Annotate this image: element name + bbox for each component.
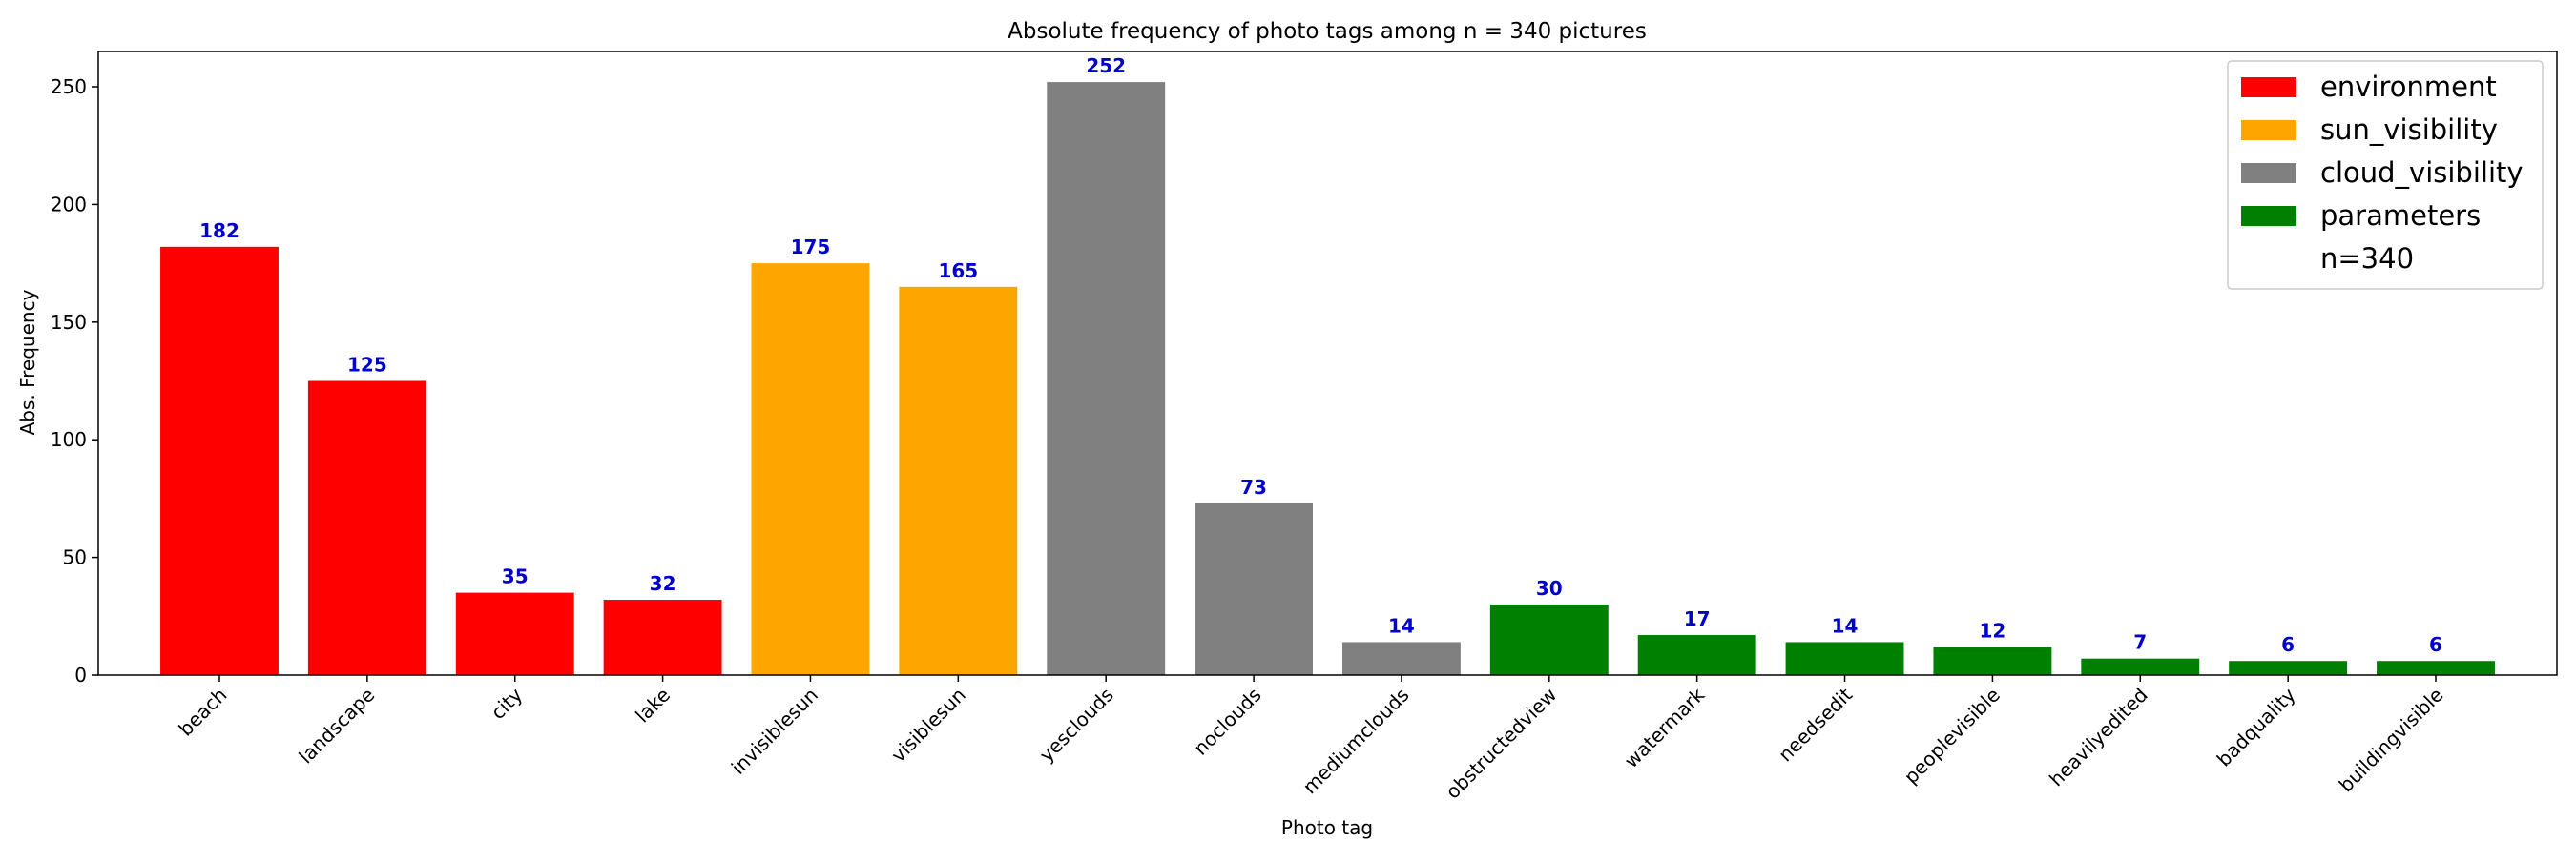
- x-tick-label-noclouds: noclouds: [1189, 684, 1265, 760]
- x-tick-label-landscape: landscape: [294, 684, 379, 769]
- bar-landscape: [307, 380, 426, 675]
- legend-swatch-cloud_visibility: [2241, 163, 2296, 183]
- bar-value-label-heavilyedited: 7: [2133, 631, 2147, 654]
- x-tick-label-yesclouds: yesclouds: [1035, 684, 1118, 767]
- bar-value-label-watermark: 17: [1684, 607, 1711, 630]
- plot-frame: [97, 51, 2558, 676]
- x-tick-label-visiblesun: visiblesun: [886, 684, 969, 767]
- bar-needsedit: [1785, 642, 1904, 675]
- x-tick-label-mediumclouds: mediumclouds: [1298, 684, 1414, 799]
- bar-value-label-mediumclouds: 14: [1388, 614, 1415, 637]
- axes-layer: 0 50 100 150 200 250 beach landscape city lake inv…: [51, 51, 2558, 804]
- y-tick-label: 100: [51, 428, 87, 451]
- x-tick-label-peoplevisible: peoplevisible: [1900, 684, 2005, 789]
- bar-obstructedview: [1489, 604, 1609, 675]
- bar-value-label-city: 35: [502, 565, 529, 588]
- x-tick-label-needsedit: needsedit: [1774, 683, 1857, 766]
- legend-label-environment: environment: [2320, 71, 2497, 103]
- bar-visiblesun: [899, 286, 1018, 675]
- x-tick-label-city: city: [487, 683, 528, 724]
- x-tick-label-lake: lake: [631, 684, 675, 728]
- y-tick-label: 250: [51, 75, 87, 98]
- x-tick-label-buildingvisible: buildingvisible: [2335, 684, 2448, 797]
- bar-value-label-noclouds: 73: [1240, 476, 1267, 499]
- legend-label-sun_visibility: sun_visibility: [2320, 113, 2498, 146]
- chart-title: Absolute frequency of photo tags among n…: [1008, 19, 1647, 44]
- bar-mediumclouds: [1341, 642, 1461, 675]
- legend: environment sun_visibility cloud_visibilit…: [2227, 60, 2544, 290]
- bar-buildingvisible: [2377, 661, 2495, 675]
- bar-value-label-peoplevisible: 12: [1979, 619, 2005, 642]
- bar-badquality: [2229, 661, 2348, 675]
- legend-label-n=340: n=340: [2320, 242, 2414, 275]
- legend-label-cloud_visibility: cloud_visibility: [2320, 156, 2524, 189]
- bars-layer: 182 125 35 32 175 165 252 73 14 30 17 14 12 7 6 6: [160, 54, 2495, 676]
- legend-swatch-environment: [2241, 77, 2296, 97]
- bar-city: [455, 592, 574, 675]
- bar-noclouds: [1195, 503, 1314, 675]
- bar-value-label-needsedit: 14: [1832, 614, 1859, 637]
- legend-swatch-sun_visibility: [2241, 120, 2296, 140]
- legend-swatch-parameters: [2241, 206, 2296, 226]
- bar-value-label-buildingvisible: 6: [2429, 633, 2442, 656]
- bar-lake: [603, 600, 722, 675]
- bar-value-label-landscape: 125: [347, 354, 387, 377]
- y-tick-label: 50: [63, 546, 87, 569]
- bar-value-label-badquality: 6: [2281, 633, 2295, 656]
- bar-heavilyedited: [2081, 658, 2200, 675]
- x-tick-label-invisiblesun: invisiblesun: [727, 684, 822, 779]
- y-tick-label: 0: [74, 664, 87, 687]
- bar-value-label-invisiblesun: 175: [791, 236, 831, 258]
- bar-peoplevisible: [1933, 646, 2052, 675]
- bar-invisiblesun: [751, 263, 870, 675]
- x-tick-label-obstructedview: obstructedview: [1441, 684, 1561, 804]
- bar-value-label-beach: 182: [199, 219, 239, 242]
- bar-value-label-obstructedview: 30: [1536, 577, 1563, 600]
- x-tick-label-watermark: watermark: [1620, 683, 1710, 772]
- x-tick-label-beach: beach: [174, 684, 231, 741]
- y-axis-label: Abs. Frequency: [16, 289, 39, 435]
- y-tick-label: 150: [51, 311, 87, 334]
- legend-label-parameters: parameters: [2320, 199, 2481, 232]
- bar-value-label-visiblesun: 165: [938, 259, 978, 282]
- bar-value-label-lake: 32: [650, 572, 676, 595]
- x-axis-label: Photo tag: [1281, 816, 1373, 839]
- bar-watermark: [1637, 635, 1756, 675]
- bar-beach: [160, 246, 279, 675]
- y-tick-label: 200: [51, 193, 87, 216]
- legend-box: [2227, 60, 2544, 290]
- x-tick-label-heavilyedited: heavilyedited: [2045, 684, 2152, 791]
- bar-yesclouds: [1047, 82, 1166, 676]
- bar-value-label-yesclouds: 252: [1086, 54, 1126, 77]
- x-tick-label-badquality: badquality: [2212, 683, 2300, 770]
